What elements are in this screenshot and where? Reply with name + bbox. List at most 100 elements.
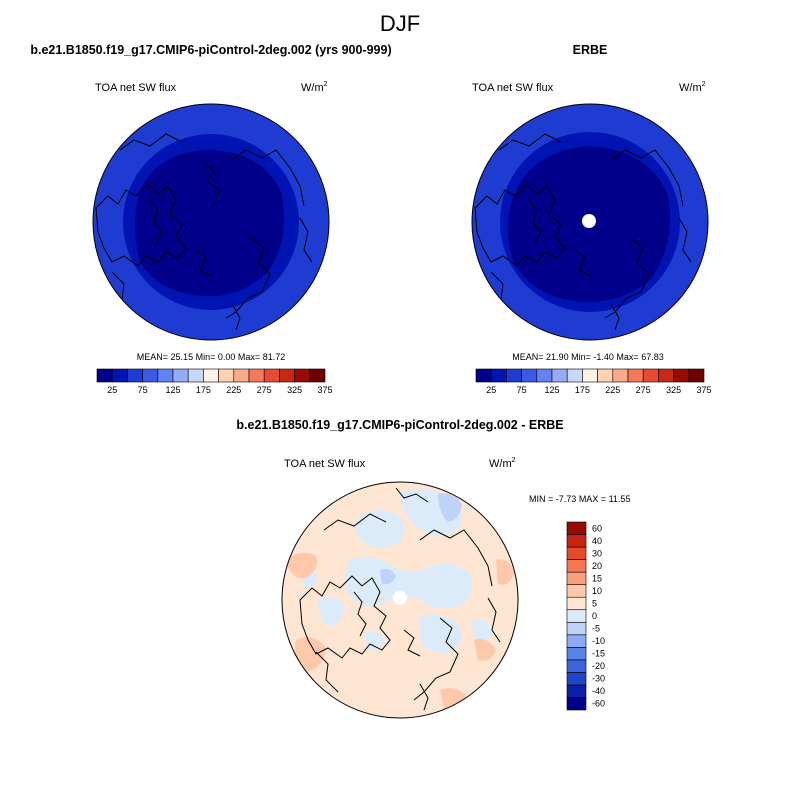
colorbar-swatch: [536, 368, 553, 383]
mean-label: MEAN=: [137, 352, 168, 362]
colorbar-swatch: [582, 368, 598, 383]
panel-difference: b.e21.B1850.f19_g17.CMIP6-piControl-2deg…: [236, 418, 630, 719]
panel-title: ERBE: [573, 43, 608, 57]
map-field: [472, 104, 708, 340]
colorbar-swatch: [248, 368, 265, 383]
colorbar-swatch: [490, 368, 507, 383]
colorbar-swatch: [157, 368, 174, 383]
panel-title: b.e21.B1850.f19_g17.CMIP6-piControl-2deg…: [236, 418, 563, 432]
max-value: 81.72: [263, 352, 286, 362]
variable-label: TOA net SW flux: [472, 82, 554, 94]
colorbar-tick-label: 175: [575, 385, 590, 395]
min-label: MIN =: [529, 494, 553, 504]
colorbar-swatch: [142, 368, 159, 383]
colorbar-swatch: [566, 546, 587, 560]
colorbar-tick-label: 225: [226, 385, 241, 395]
colorbar-tick-label: 25: [107, 385, 117, 395]
units-label: W/m2: [301, 81, 328, 94]
colorbar-swatch: [566, 559, 587, 573]
colorbar-tick-label: 5: [592, 598, 597, 608]
missing-data-pole: [393, 591, 407, 605]
coastlines: [474, 133, 692, 331]
colorbar-swatch: [566, 621, 587, 636]
colorbar-tick-label: 125: [165, 385, 180, 395]
colorbar-swatch: [187, 368, 204, 383]
colorbar-tick-label: 375: [696, 385, 711, 395]
colorbar-swatch: [658, 368, 674, 383]
map-outline: [471, 103, 709, 341]
colorbar-tick-label: 275: [257, 385, 272, 395]
colorbar-swatch: [506, 368, 522, 383]
map-field: [282, 482, 518, 718]
colorbar-swatch: [96, 368, 113, 383]
mean-value: 25.15: [171, 352, 194, 362]
units-exponent: 2: [512, 457, 516, 464]
colorbar-swatch: [688, 368, 705, 383]
colorbar-tick-label: 175: [196, 385, 211, 395]
colorbar-tick-label: -30: [592, 674, 605, 684]
map-outline: [281, 481, 519, 719]
colorbar-swatch: [475, 368, 492, 383]
map-outline: [92, 103, 330, 341]
colorbar-swatch: [551, 368, 568, 383]
colorbar-tick-label: 60: [592, 523, 602, 533]
colorbar-tick-label: -5: [592, 624, 600, 634]
colorbar-tick-label: -10: [592, 636, 605, 646]
max-label: MAX =: [579, 494, 606, 504]
colorbar-swatch: [566, 368, 583, 383]
colorbar-swatch: [612, 368, 629, 383]
colorbar-swatch: [233, 368, 250, 383]
units-label: W/m2: [489, 457, 516, 470]
colorbar-swatch: [566, 584, 587, 598]
missing-data-pole: [582, 214, 596, 228]
max-value: 11.55: [609, 494, 631, 504]
max-label: Max=: [238, 352, 260, 362]
variable-label: TOA net SW flux: [284, 458, 366, 470]
colorbar-swatch: [673, 368, 690, 383]
colorbar-swatch: [566, 684, 587, 698]
colorbar: 25 75 125 175 225 275 325 375: [96, 368, 333, 395]
colorbar-tick-label: 20: [592, 561, 602, 571]
units-base: W/m: [301, 82, 324, 94]
colorbar-swatch: [263, 368, 280, 383]
colorbar-swatch: [309, 368, 326, 383]
colorbar-tick-label: -15: [592, 649, 605, 659]
mean-value: 21.90: [546, 352, 569, 362]
colorbar-swatch: [566, 697, 587, 711]
map-field: [93, 104, 329, 340]
colorbar-tick-label: -40: [592, 686, 605, 696]
colorbar-swatch: [279, 368, 295, 383]
colorbar-swatch: [111, 368, 128, 383]
stats-line: MEAN= 25.15 Min= 0.00 Max= 81.72: [137, 352, 285, 362]
mean-label: MEAN=: [512, 352, 543, 362]
panel-observations: ERBE TOA net SW flux W/m2 MEAN= 21.90 Mi…: [471, 43, 712, 395]
stats-line: MIN = -7.73 MAX = 11.55: [529, 494, 630, 504]
colorbar-tick-label: 75: [517, 385, 527, 395]
coastlines: [299, 487, 501, 711]
variable-label: TOA net SW flux: [95, 82, 177, 94]
colorbar-tick-label: 275: [636, 385, 651, 395]
colorbar-swatch: [627, 368, 644, 383]
colorbar-swatch: [127, 368, 143, 383]
colorbar-swatch: [521, 368, 538, 383]
colorbar-tick-label: 325: [666, 385, 681, 395]
negative-anomaly-patches: [300, 489, 494, 653]
stronger-negative-patches: [380, 493, 462, 585]
colorbar-tick-label: 0: [592, 611, 597, 621]
colorbar-tick-label: 25: [486, 385, 496, 395]
min-value: -7.73: [556, 494, 577, 504]
units-exponent: 2: [324, 81, 328, 88]
panel-model: b.e21.B1850.f19_g17.CMIP6-piControl-2deg…: [30, 43, 391, 395]
colorbar-tick-label: 225: [605, 385, 620, 395]
colorbar-swatch: [566, 647, 587, 661]
colorbar: -60 -40 -30 -20 -15 -10 -5 0 5 10 15 20 30 40 60: [566, 521, 605, 711]
colorbar-swatch: [566, 571, 587, 585]
max-value: 67.83: [641, 352, 664, 362]
colorbar-swatch: [566, 521, 587, 535]
min-value: 0.00: [218, 352, 236, 362]
colorbar-tick-label: 375: [317, 385, 332, 395]
min-value: -1.40: [593, 352, 614, 362]
units-base: W/m: [489, 458, 512, 470]
colorbar-tick-label: 10: [592, 586, 602, 596]
